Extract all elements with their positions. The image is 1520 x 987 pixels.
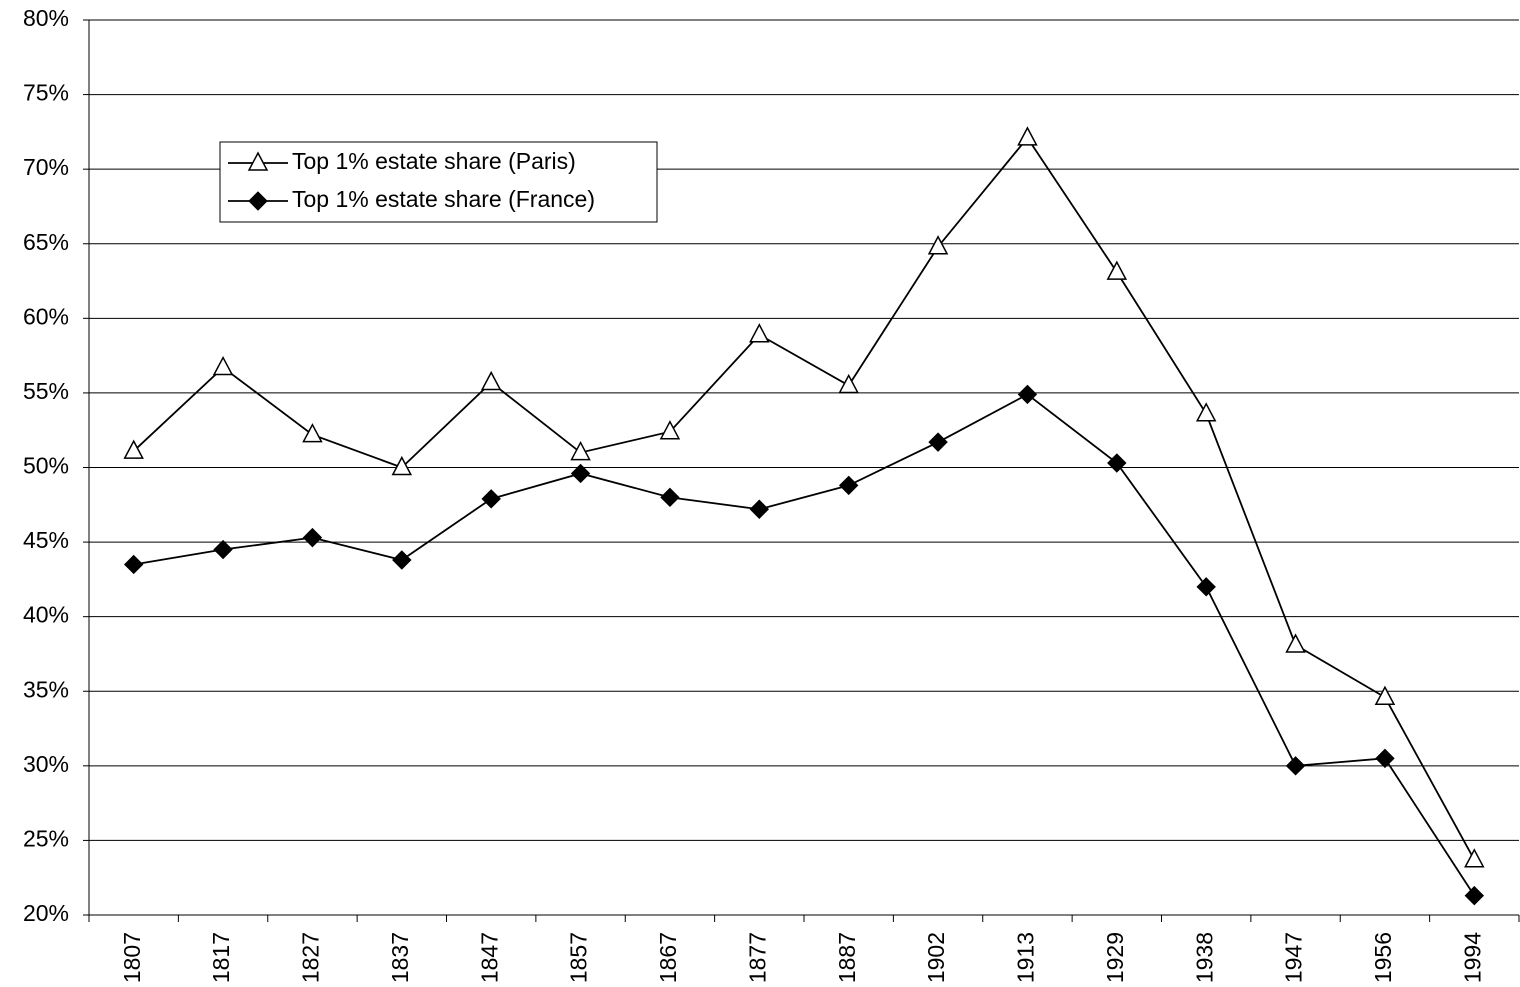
marker (1196, 577, 1216, 597)
y-tick-label: 40% (23, 602, 69, 628)
x-tick-label: 1938 (1191, 932, 1217, 983)
y-tick-label: 70% (23, 154, 69, 180)
marker (927, 235, 949, 255)
marker (392, 550, 412, 570)
x-tick-label: 1994 (1459, 932, 1485, 983)
x-tick-label: 1807 (119, 932, 145, 983)
x-tick-label: 1902 (923, 932, 949, 983)
marker (1464, 885, 1485, 906)
marker (213, 539, 233, 560)
marker (123, 439, 144, 459)
marker (481, 489, 501, 509)
x-tick-label: 1857 (566, 932, 592, 983)
marker (1375, 748, 1395, 769)
y-tick-label: 60% (23, 303, 69, 329)
y-tick-label: 65% (23, 229, 69, 255)
marker (659, 420, 681, 440)
marker (1195, 402, 1217, 422)
x-tick-label: 1847 (476, 932, 502, 983)
x-tick-label: 1877 (744, 932, 770, 983)
marker (1107, 453, 1127, 473)
legend-box (219, 141, 658, 223)
marker (928, 432, 948, 452)
y-tick-label: 80% (23, 5, 69, 31)
y-tick-label: 75% (23, 80, 69, 106)
x-tick-label: 1867 (655, 932, 681, 983)
x-tick-label: 1929 (1102, 932, 1128, 983)
marker (1464, 848, 1485, 868)
marker (1285, 756, 1306, 776)
x-tick-label: 1956 (1370, 932, 1396, 983)
x-tick-label: 1827 (298, 932, 324, 983)
marker (570, 440, 591, 461)
legend: Top 1% estate share (Paris) Top 1% estate… (219, 141, 658, 223)
x-tick-label: 1837 (387, 932, 413, 983)
marker (570, 463, 591, 484)
marker (480, 370, 502, 391)
marker (749, 323, 770, 343)
marker (1106, 260, 1128, 280)
marker (749, 499, 770, 519)
series-line (133, 393, 1476, 897)
marker (248, 191, 268, 211)
marker (302, 527, 323, 548)
marker (212, 355, 234, 376)
series-line (133, 136, 1476, 861)
y-tick-label: 20% (23, 900, 69, 926)
marker (247, 151, 269, 171)
marker (1374, 685, 1396, 705)
marker (838, 373, 859, 394)
x-tick-label: 1887 (834, 932, 860, 983)
x-tick-label: 1817 (208, 932, 234, 983)
marker (302, 423, 323, 443)
x-tick-label: 1913 (1013, 932, 1039, 983)
y-tick-label: 45% (23, 527, 69, 553)
legend-label: Top 1% estate share (Paris) (292, 148, 576, 174)
marker (1017, 384, 1038, 405)
y-tick-label: 25% (23, 825, 69, 851)
marker (838, 475, 859, 496)
marker (1017, 126, 1038, 146)
x-tick-label: 1947 (1281, 932, 1307, 983)
y-tick-label: 50% (23, 453, 69, 479)
y-tick-label: 35% (23, 676, 69, 702)
y-tick-label: 55% (23, 378, 69, 404)
marker (660, 487, 680, 508)
marker (123, 554, 144, 575)
marker (391, 455, 413, 476)
legend-label: Top 1% estate share (France) (292, 186, 595, 212)
marker (1285, 633, 1306, 653)
y-tick-label: 30% (23, 751, 69, 777)
